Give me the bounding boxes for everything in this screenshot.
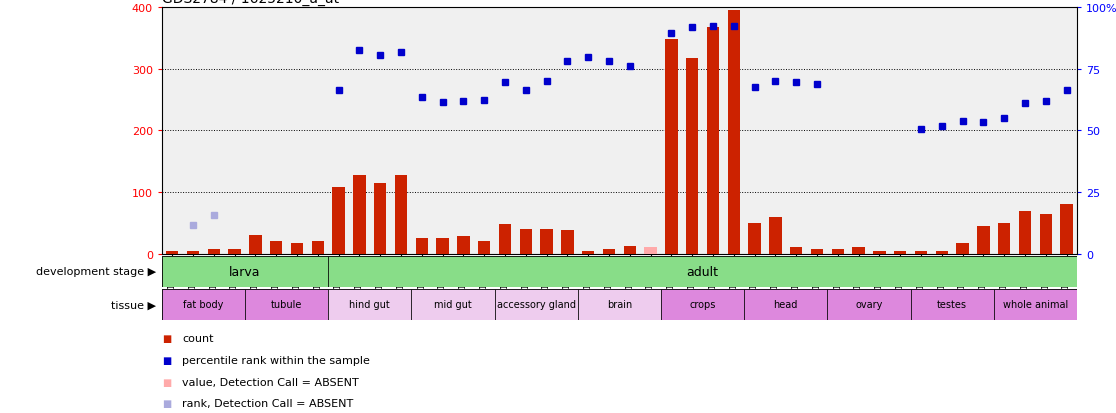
Bar — [395, 176, 407, 254]
Bar — [624, 247, 636, 254]
Bar — [661, 289, 744, 320]
Bar — [291, 243, 304, 254]
Text: testes: testes — [937, 299, 968, 310]
Bar — [1019, 211, 1031, 254]
Text: value, Detection Call = ABSENT: value, Detection Call = ABSENT — [182, 377, 358, 387]
Text: tubule: tubule — [271, 299, 302, 310]
Text: percentile rank within the sample: percentile rank within the sample — [182, 355, 369, 365]
Bar — [561, 230, 574, 254]
Bar — [790, 248, 802, 254]
Bar — [1039, 214, 1052, 254]
Bar — [853, 248, 865, 254]
Bar — [706, 28, 719, 254]
Text: count: count — [182, 334, 213, 344]
Bar — [993, 289, 1077, 320]
Bar — [499, 225, 511, 254]
Bar — [644, 248, 657, 254]
Text: crops: crops — [690, 299, 715, 310]
Text: adult: adult — [686, 265, 719, 278]
Bar — [412, 289, 494, 320]
Text: accessory gland: accessory gland — [497, 299, 576, 310]
Bar — [478, 242, 490, 254]
Text: ■: ■ — [162, 377, 171, 387]
Bar — [873, 251, 886, 254]
Bar — [162, 289, 246, 320]
Bar — [208, 249, 220, 254]
Bar — [978, 226, 990, 254]
Bar — [520, 230, 532, 254]
Bar — [911, 289, 993, 320]
Text: larva: larva — [229, 265, 261, 278]
Bar — [328, 256, 1077, 287]
Bar — [186, 251, 200, 254]
Bar — [998, 223, 1010, 254]
Bar — [540, 230, 552, 254]
Bar — [744, 289, 827, 320]
Bar — [1060, 205, 1072, 254]
Text: hind gut: hind gut — [349, 299, 391, 310]
Text: fat body: fat body — [183, 299, 223, 310]
Bar — [353, 176, 366, 254]
Bar — [166, 251, 179, 254]
Bar — [458, 237, 470, 254]
Bar — [581, 251, 595, 254]
Bar — [270, 242, 282, 254]
Bar — [769, 217, 781, 254]
Bar — [603, 249, 615, 254]
Bar — [333, 188, 345, 254]
Bar — [831, 249, 844, 254]
Bar — [494, 289, 578, 320]
Bar — [374, 183, 386, 254]
Bar — [311, 242, 324, 254]
Bar — [686, 59, 699, 254]
Text: ■: ■ — [162, 355, 171, 365]
Text: ■: ■ — [162, 334, 171, 344]
Bar — [956, 243, 969, 254]
Bar — [894, 251, 906, 254]
Bar — [328, 289, 412, 320]
Bar — [749, 223, 761, 254]
Text: GDS2784 / 1625210_a_at: GDS2784 / 1625210_a_at — [162, 0, 339, 6]
Bar — [935, 251, 947, 254]
Bar — [229, 249, 241, 254]
Text: ovary: ovary — [855, 299, 883, 310]
Bar — [162, 256, 328, 287]
Text: rank, Detection Call = ABSENT: rank, Detection Call = ABSENT — [182, 398, 353, 408]
Text: head: head — [773, 299, 798, 310]
Text: mid gut: mid gut — [434, 299, 472, 310]
Text: development stage ▶: development stage ▶ — [36, 266, 156, 277]
Text: tissue ▶: tissue ▶ — [112, 299, 156, 310]
Bar — [665, 40, 677, 254]
Text: brain: brain — [607, 299, 632, 310]
Bar — [827, 289, 911, 320]
Bar — [249, 235, 261, 254]
Bar — [436, 239, 449, 254]
Bar — [578, 289, 661, 320]
Text: ■: ■ — [162, 398, 171, 408]
Bar — [246, 289, 328, 320]
Bar — [728, 11, 740, 254]
Bar — [915, 251, 927, 254]
Text: whole animal: whole animal — [1002, 299, 1068, 310]
Bar — [810, 249, 824, 254]
Bar — [415, 239, 429, 254]
